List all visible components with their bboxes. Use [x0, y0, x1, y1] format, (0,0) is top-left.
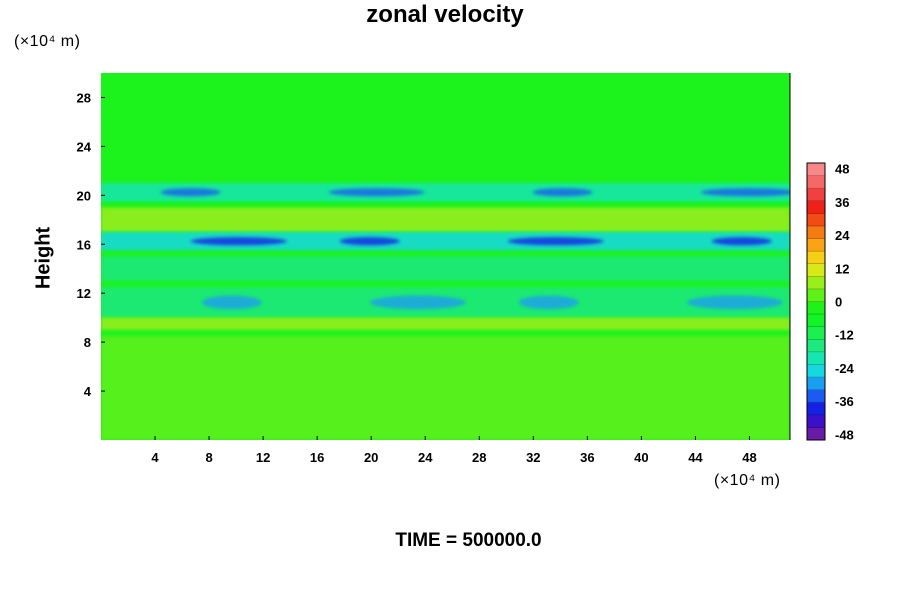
velocity-band — [101, 336, 790, 440]
y-tick-label: 20 — [77, 188, 91, 203]
colorbar-segment — [807, 377, 825, 391]
colorbar — [806, 162, 826, 441]
colorbar-segment — [807, 301, 825, 315]
time-label: TIME = 500000.0 — [395, 530, 542, 551]
x-tick-label: 8 — [205, 450, 212, 465]
colorbar-tick-label: 24 — [835, 228, 850, 243]
y-tick-label: 28 — [77, 90, 91, 105]
velocity-band — [101, 73, 790, 177]
chart-title: zonal velocity — [366, 1, 524, 28]
colorbar-segment — [807, 402, 825, 416]
x-tick-label: 32 — [526, 450, 540, 465]
colorbar-segment — [807, 213, 825, 227]
colorbar-tick-label: -36 — [835, 394, 854, 409]
colorbar-segment — [807, 414, 825, 428]
colorbar-segment — [807, 200, 825, 214]
colorbar-segment — [807, 326, 825, 340]
velocity-streak — [507, 237, 604, 246]
y-tick-label: 12 — [77, 286, 91, 301]
velocity-band — [101, 232, 790, 251]
y-axis: 4 8 12 16 20 24 28 — [77, 90, 105, 399]
x-tick-label: 24 — [418, 450, 433, 465]
colorbar-segment — [807, 276, 825, 290]
colorbar-frame — [806, 162, 826, 441]
y-tick-label: 16 — [77, 237, 91, 252]
colorbar-segment — [807, 225, 825, 239]
colorbar-segment — [807, 364, 825, 378]
colorbar-segment — [807, 175, 825, 189]
x-axis: 4 8 12 16 20 24 28 32 36 40 44 48 — [151, 436, 757, 465]
y-unit-label: (×10⁴ m) — [14, 33, 81, 50]
velocity-streak — [700, 188, 790, 197]
velocity-band — [101, 256, 790, 281]
x-tick-label: 40 — [634, 450, 648, 465]
colorbar-ticks: 48 36 24 12 0 -12 -24 -36 -48 — [835, 162, 855, 443]
x-tick-label: 28 — [472, 450, 486, 465]
velocity-streak — [532, 188, 593, 197]
colorbar-segment — [807, 427, 825, 441]
colorbar-segment — [807, 263, 825, 277]
colorbar-segment — [807, 339, 825, 353]
x-unit-label: (×10⁴ m) — [714, 472, 781, 489]
colorbar-tick-label: 0 — [835, 295, 842, 310]
velocity-streak — [160, 188, 221, 197]
velocity-streak — [686, 295, 783, 310]
velocity-streak — [190, 237, 287, 246]
x-tick-label: 16 — [310, 450, 324, 465]
x-tick-label: 4 — [151, 450, 159, 465]
x-tick-label: 36 — [580, 450, 594, 465]
y-tick-label: 8 — [84, 335, 91, 350]
colorbar-tick-label: -12 — [835, 328, 854, 343]
velocity-streak — [339, 237, 400, 246]
x-tick-label: 44 — [688, 450, 703, 465]
velocity-streak — [201, 295, 262, 310]
colorbar-tick-label: -24 — [835, 361, 855, 376]
velocity-streak — [518, 295, 579, 310]
velocity-band — [101, 317, 790, 330]
colorbar-segment — [807, 188, 825, 202]
velocity-streak — [369, 295, 466, 310]
velocity-field — [101, 73, 790, 440]
y-tick-label: 4 — [84, 384, 92, 399]
colorbar-segment — [807, 238, 825, 252]
y-tick-label: 24 — [77, 139, 92, 154]
colorbar-tick-label: -48 — [835, 427, 854, 442]
colorbar-segment — [807, 314, 825, 328]
x-tick-label: 48 — [742, 450, 756, 465]
colorbar-tick-label: 48 — [835, 162, 849, 177]
colorbar-segment — [807, 351, 825, 365]
colorbar-tick-label: 12 — [835, 261, 849, 276]
velocity-streak — [711, 237, 772, 246]
x-tick-label: 12 — [256, 450, 270, 465]
colorbar-segment — [807, 389, 825, 403]
velocity-streak — [328, 188, 425, 197]
colorbar-segment — [807, 163, 825, 176]
colorbar-segment — [807, 288, 825, 302]
x-tick-label: 20 — [364, 450, 378, 465]
velocity-band — [101, 207, 790, 233]
colorbar-segment — [807, 251, 825, 265]
colorbar-tick-label: 36 — [835, 195, 849, 210]
velocity-band — [101, 183, 790, 202]
